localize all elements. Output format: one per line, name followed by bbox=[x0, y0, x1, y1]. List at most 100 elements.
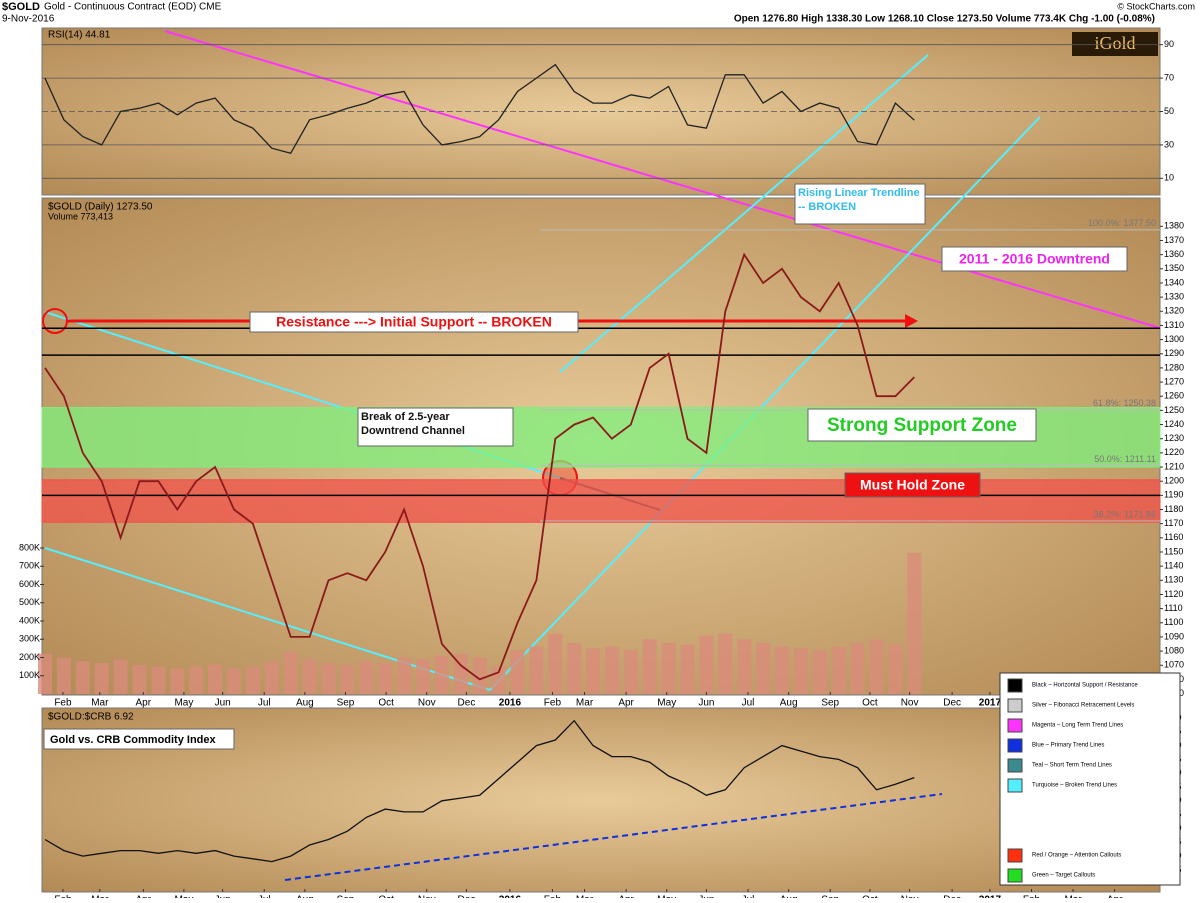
legend-label: Red / Orange – Attention Callouts bbox=[1032, 853, 1121, 859]
y-tick-label: 1310 bbox=[1164, 320, 1184, 330]
y-tick-label: 1180 bbox=[1164, 504, 1183, 514]
volume-bar bbox=[812, 650, 827, 694]
volume-bar bbox=[548, 633, 563, 694]
legend bbox=[999, 672, 1181, 886]
volume-bar bbox=[831, 646, 846, 694]
y-tick-label: 1290 bbox=[1164, 348, 1184, 358]
x-tick-label: Jun bbox=[215, 895, 231, 898]
legend-label: Teal – Short Term Trend Lines bbox=[1032, 763, 1112, 769]
x-tick-label: Aug bbox=[296, 698, 314, 709]
x-tick-label: Jun bbox=[698, 698, 714, 709]
annotation-box bbox=[249, 311, 579, 333]
volume-bar bbox=[888, 644, 903, 694]
annotation: 2011 - 2016 Downtrend bbox=[959, 251, 1110, 267]
volume-tick-label: 600K bbox=[19, 579, 40, 589]
y-tick-label: 1140 bbox=[1164, 561, 1183, 571]
volume-bar bbox=[378, 662, 393, 694]
volume-bar bbox=[850, 642, 865, 694]
x-tick-label: 2016 bbox=[499, 895, 522, 898]
volume-bar bbox=[340, 664, 355, 694]
x-tick-label: Dec bbox=[458, 895, 476, 898]
x-tick-label: Feb bbox=[54, 698, 72, 709]
series-line bbox=[44, 252, 915, 681]
symbol-name: Gold - Continuous Contract (EOD) CME bbox=[44, 2, 222, 13]
y-tick-label: 1160 bbox=[1164, 532, 1183, 542]
y-tick-label: 30 bbox=[1164, 139, 1174, 149]
y-tick-label: 1190 bbox=[1164, 490, 1183, 500]
y-tick-label: 1220 bbox=[1164, 447, 1184, 457]
y-tick-label: 1280 bbox=[1164, 362, 1184, 372]
volume-tick-label: 500K bbox=[19, 597, 40, 607]
volume-bar bbox=[208, 664, 223, 694]
x-tick-label: 2017 bbox=[979, 895, 1002, 898]
ratio-subtitle: Gold vs. CRB Commodity Index bbox=[50, 734, 217, 746]
x-tick-label: 2016 bbox=[499, 698, 522, 709]
volume-bar bbox=[321, 662, 336, 694]
volume-bar bbox=[189, 666, 204, 694]
y-tick-label: 1240 bbox=[1164, 419, 1184, 429]
volume-tick-label: 300K bbox=[19, 634, 40, 644]
x-tick-label: 2017 bbox=[979, 698, 1002, 709]
rising-channel bbox=[559, 54, 929, 373]
annotation: Strong Support Zone bbox=[827, 415, 1017, 436]
x-tick-label: Aug bbox=[780, 698, 798, 709]
y-tick-label: 1090 bbox=[1164, 631, 1184, 641]
legend-swatch bbox=[1007, 678, 1023, 693]
annotation: Rising Linear Trendline -- BROKEN bbox=[798, 187, 920, 214]
y-tick-label: 10 bbox=[1164, 173, 1174, 183]
x-tick-label: Oct bbox=[378, 698, 394, 709]
legend-label: Green – Target Callouts bbox=[1032, 873, 1095, 879]
volume-bar bbox=[718, 633, 733, 694]
annotation-wrap: Rising Linear Trendline -- BROKEN bbox=[798, 187, 920, 214]
x-tick-label: Feb bbox=[544, 698, 562, 709]
annotation-wrap: Break of 2.5-year Downtrend Channel bbox=[361, 411, 465, 437]
y-tick-label: 1300 bbox=[1164, 334, 1184, 344]
volume-bar bbox=[775, 646, 790, 694]
ratio-title: $GOLD:$CRB 6.92 bbox=[48, 712, 134, 723]
y-tick-label: 1360 bbox=[1164, 249, 1184, 259]
volume-bar bbox=[510, 650, 525, 694]
x-tick-label: Sep bbox=[337, 698, 355, 709]
legend-label: Black – Horizontal Support / Resistance bbox=[1032, 683, 1138, 689]
x-tick-label: May bbox=[657, 698, 676, 709]
magenta-trendline bbox=[164, 30, 1161, 329]
volume-bar bbox=[415, 659, 430, 694]
symbol: $GOLD bbox=[2, 1, 40, 13]
fib-label: 38.2%: 1171.86 bbox=[1094, 509, 1156, 519]
y-tick-label: 1170 bbox=[1164, 518, 1183, 528]
volume-bar bbox=[38, 653, 52, 694]
x-tick-label: Sep bbox=[337, 895, 355, 898]
volume-bar bbox=[434, 655, 449, 694]
legend-swatch bbox=[1007, 868, 1023, 883]
volume-bar bbox=[245, 666, 260, 694]
y-tick-label: 1330 bbox=[1164, 291, 1184, 301]
y-tick-label: 1260 bbox=[1164, 391, 1184, 401]
x-tick-label: May bbox=[657, 895, 676, 898]
y-tick-label: 1150 bbox=[1164, 546, 1183, 556]
channel-lower bbox=[44, 547, 491, 691]
volume-title: Volume 773,413 bbox=[48, 211, 113, 221]
logo-box bbox=[1072, 32, 1158, 56]
legend-label: Silver – Fibonacci Retracement Levels bbox=[1032, 703, 1134, 709]
y-tick-label: 1270 bbox=[1164, 376, 1184, 386]
volume-bar bbox=[226, 668, 241, 694]
source: © StockCharts.com bbox=[1117, 1, 1195, 11]
legend-swatch bbox=[1007, 718, 1023, 733]
x-tick-label: Jul bbox=[742, 698, 755, 709]
x-tick-label: Aug bbox=[296, 895, 314, 898]
series-line bbox=[44, 63, 915, 155]
x-tick-label: Jul bbox=[742, 895, 755, 898]
rsi-title: RSI(14) 44.81 bbox=[48, 30, 111, 41]
logo: iGold bbox=[1094, 33, 1135, 53]
x-tick-label: Dec bbox=[943, 698, 961, 709]
x-tick-label: Apr bbox=[618, 698, 634, 709]
x-tick-label: Sep bbox=[821, 698, 839, 709]
volume-bar bbox=[756, 642, 771, 694]
x-tick-label: Nov bbox=[901, 895, 919, 898]
volume-bar bbox=[907, 552, 922, 694]
annotation-box bbox=[794, 183, 926, 225]
fib-label: 50.0%: 1211.11 bbox=[1094, 454, 1156, 464]
volume-bar bbox=[151, 666, 166, 694]
x-tick-label: Jul bbox=[258, 698, 271, 709]
